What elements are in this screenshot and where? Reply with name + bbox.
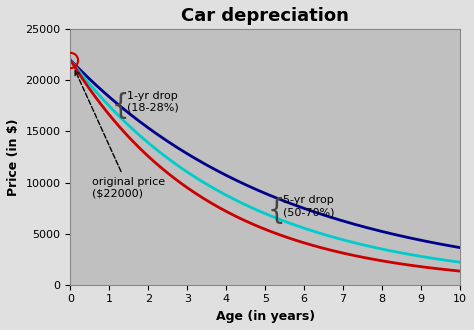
X-axis label: Age (in years): Age (in years) [216,310,315,323]
Text: 5-yr drop
(50-70%): 5-yr drop (50-70%) [283,195,334,217]
Text: 1-yr drop
(18-28%): 1-yr drop (18-28%) [127,91,179,113]
Text: {: { [267,197,285,225]
Title: Car depreciation: Car depreciation [181,7,349,25]
Text: {: { [111,92,129,120]
Y-axis label: Price (in $): Price (in $) [7,118,20,196]
Text: original price
($22000): original price ($22000) [75,71,165,198]
